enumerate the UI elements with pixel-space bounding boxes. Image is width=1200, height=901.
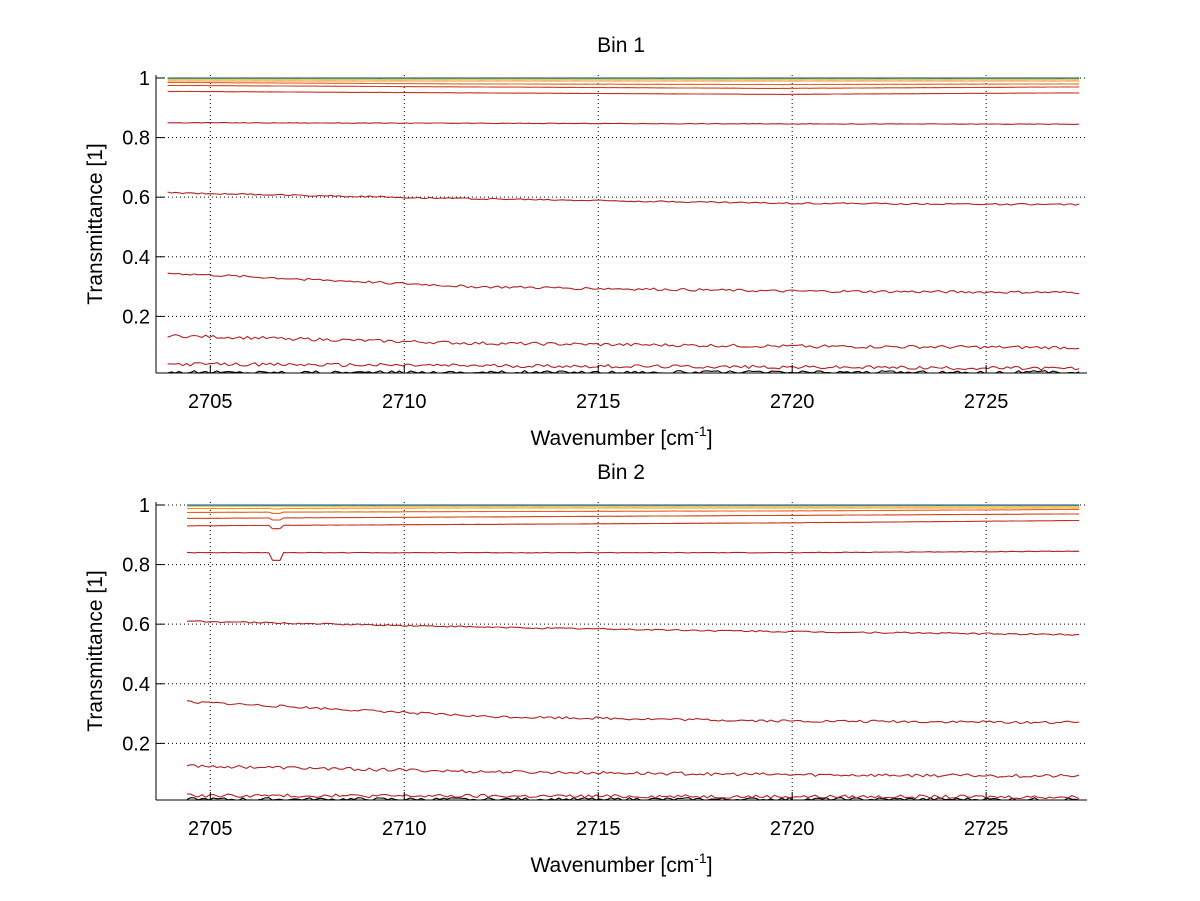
series-line <box>186 513 1080 521</box>
series-line <box>167 121 1080 125</box>
series-line <box>167 362 1080 371</box>
grid-lines <box>156 75 1087 373</box>
x-tick-label: 2715 <box>576 818 621 840</box>
x-tick-label: 2710 <box>382 391 427 413</box>
y-tick-label: 0.4 <box>122 674 150 696</box>
series-line <box>186 620 1080 636</box>
x-tick-label: 2715 <box>576 391 621 413</box>
x-tick-label: 2725 <box>964 818 1009 840</box>
y-tick-label: 0.2 <box>122 306 150 328</box>
series-line <box>186 700 1080 724</box>
y-axis-label: Transmittance [1] <box>84 143 107 304</box>
series-line <box>186 764 1080 778</box>
chart-panel-bin-2: Bin 2 2705 2710 2715 2720 27250.20.40.60.81 … <box>84 461 1087 877</box>
series-line <box>186 793 1080 800</box>
x-tick-label: 2710 <box>382 818 427 840</box>
x-tick-label: 2720 <box>770 818 815 840</box>
x-axis-label-superscript: -1 <box>694 850 707 866</box>
series-line <box>167 272 1080 295</box>
x-axis-label-main: Wavenumber [cm <box>530 854 694 877</box>
series-group <box>167 77 1080 374</box>
series-line <box>167 334 1080 350</box>
x-axis-label-superscript: -1 <box>694 423 707 439</box>
series-line <box>186 550 1080 561</box>
y-tick-label: 0.8 <box>122 128 150 150</box>
series-group <box>186 504 1080 801</box>
x-tick-label: 2720 <box>770 391 815 413</box>
x-tick-label: 2725 <box>964 391 1009 413</box>
y-axis-label: Transmittance [1] <box>84 570 107 731</box>
x-tick-label: 2705 <box>188 818 233 840</box>
chart-panel-bin-1: Bin 1 2705 2710 2715 2720 27250.20.40.60.81 … <box>84 34 1087 450</box>
y-tick-label: 1 <box>139 68 150 90</box>
series-line <box>167 191 1080 206</box>
x-axis-label-end: ] <box>707 854 713 877</box>
chart-title: Bin 1 <box>597 34 645 57</box>
y-tick-label: 1 <box>139 495 150 517</box>
tick-labels: 2705 2710 2715 2720 2725 0.2 0.4 0.6 0.8 1 <box>122 495 1008 840</box>
series-line <box>186 507 1080 510</box>
grid-lines <box>156 502 1087 800</box>
y-tick-label: 0.6 <box>122 187 150 209</box>
series-line <box>186 519 1080 530</box>
y-tick-label: 0.2 <box>122 733 150 755</box>
y-tick-label: 0.6 <box>122 614 150 636</box>
x-tick-label: 2705 <box>188 391 233 413</box>
series-line <box>167 81 1080 86</box>
series-line <box>167 84 1080 89</box>
x-axis-label-end: ] <box>707 427 713 450</box>
series-line <box>167 90 1080 95</box>
x-axis-label-main: Wavenumber [cm <box>530 427 694 450</box>
y-tick-label: 0.8 <box>122 555 150 577</box>
series-line <box>186 508 1080 514</box>
x-axis-label: Wavenumber [cm-1] <box>530 423 712 450</box>
x-axis-label: Wavenumber [cm-1] <box>530 850 712 877</box>
y-tick-label: 0.4 <box>122 247 150 269</box>
tick-labels: 2705 2710 2715 2720 2725 0.2 0.4 0.6 0.8 1 <box>122 68 1008 413</box>
chart-title: Bin 2 <box>597 461 645 484</box>
